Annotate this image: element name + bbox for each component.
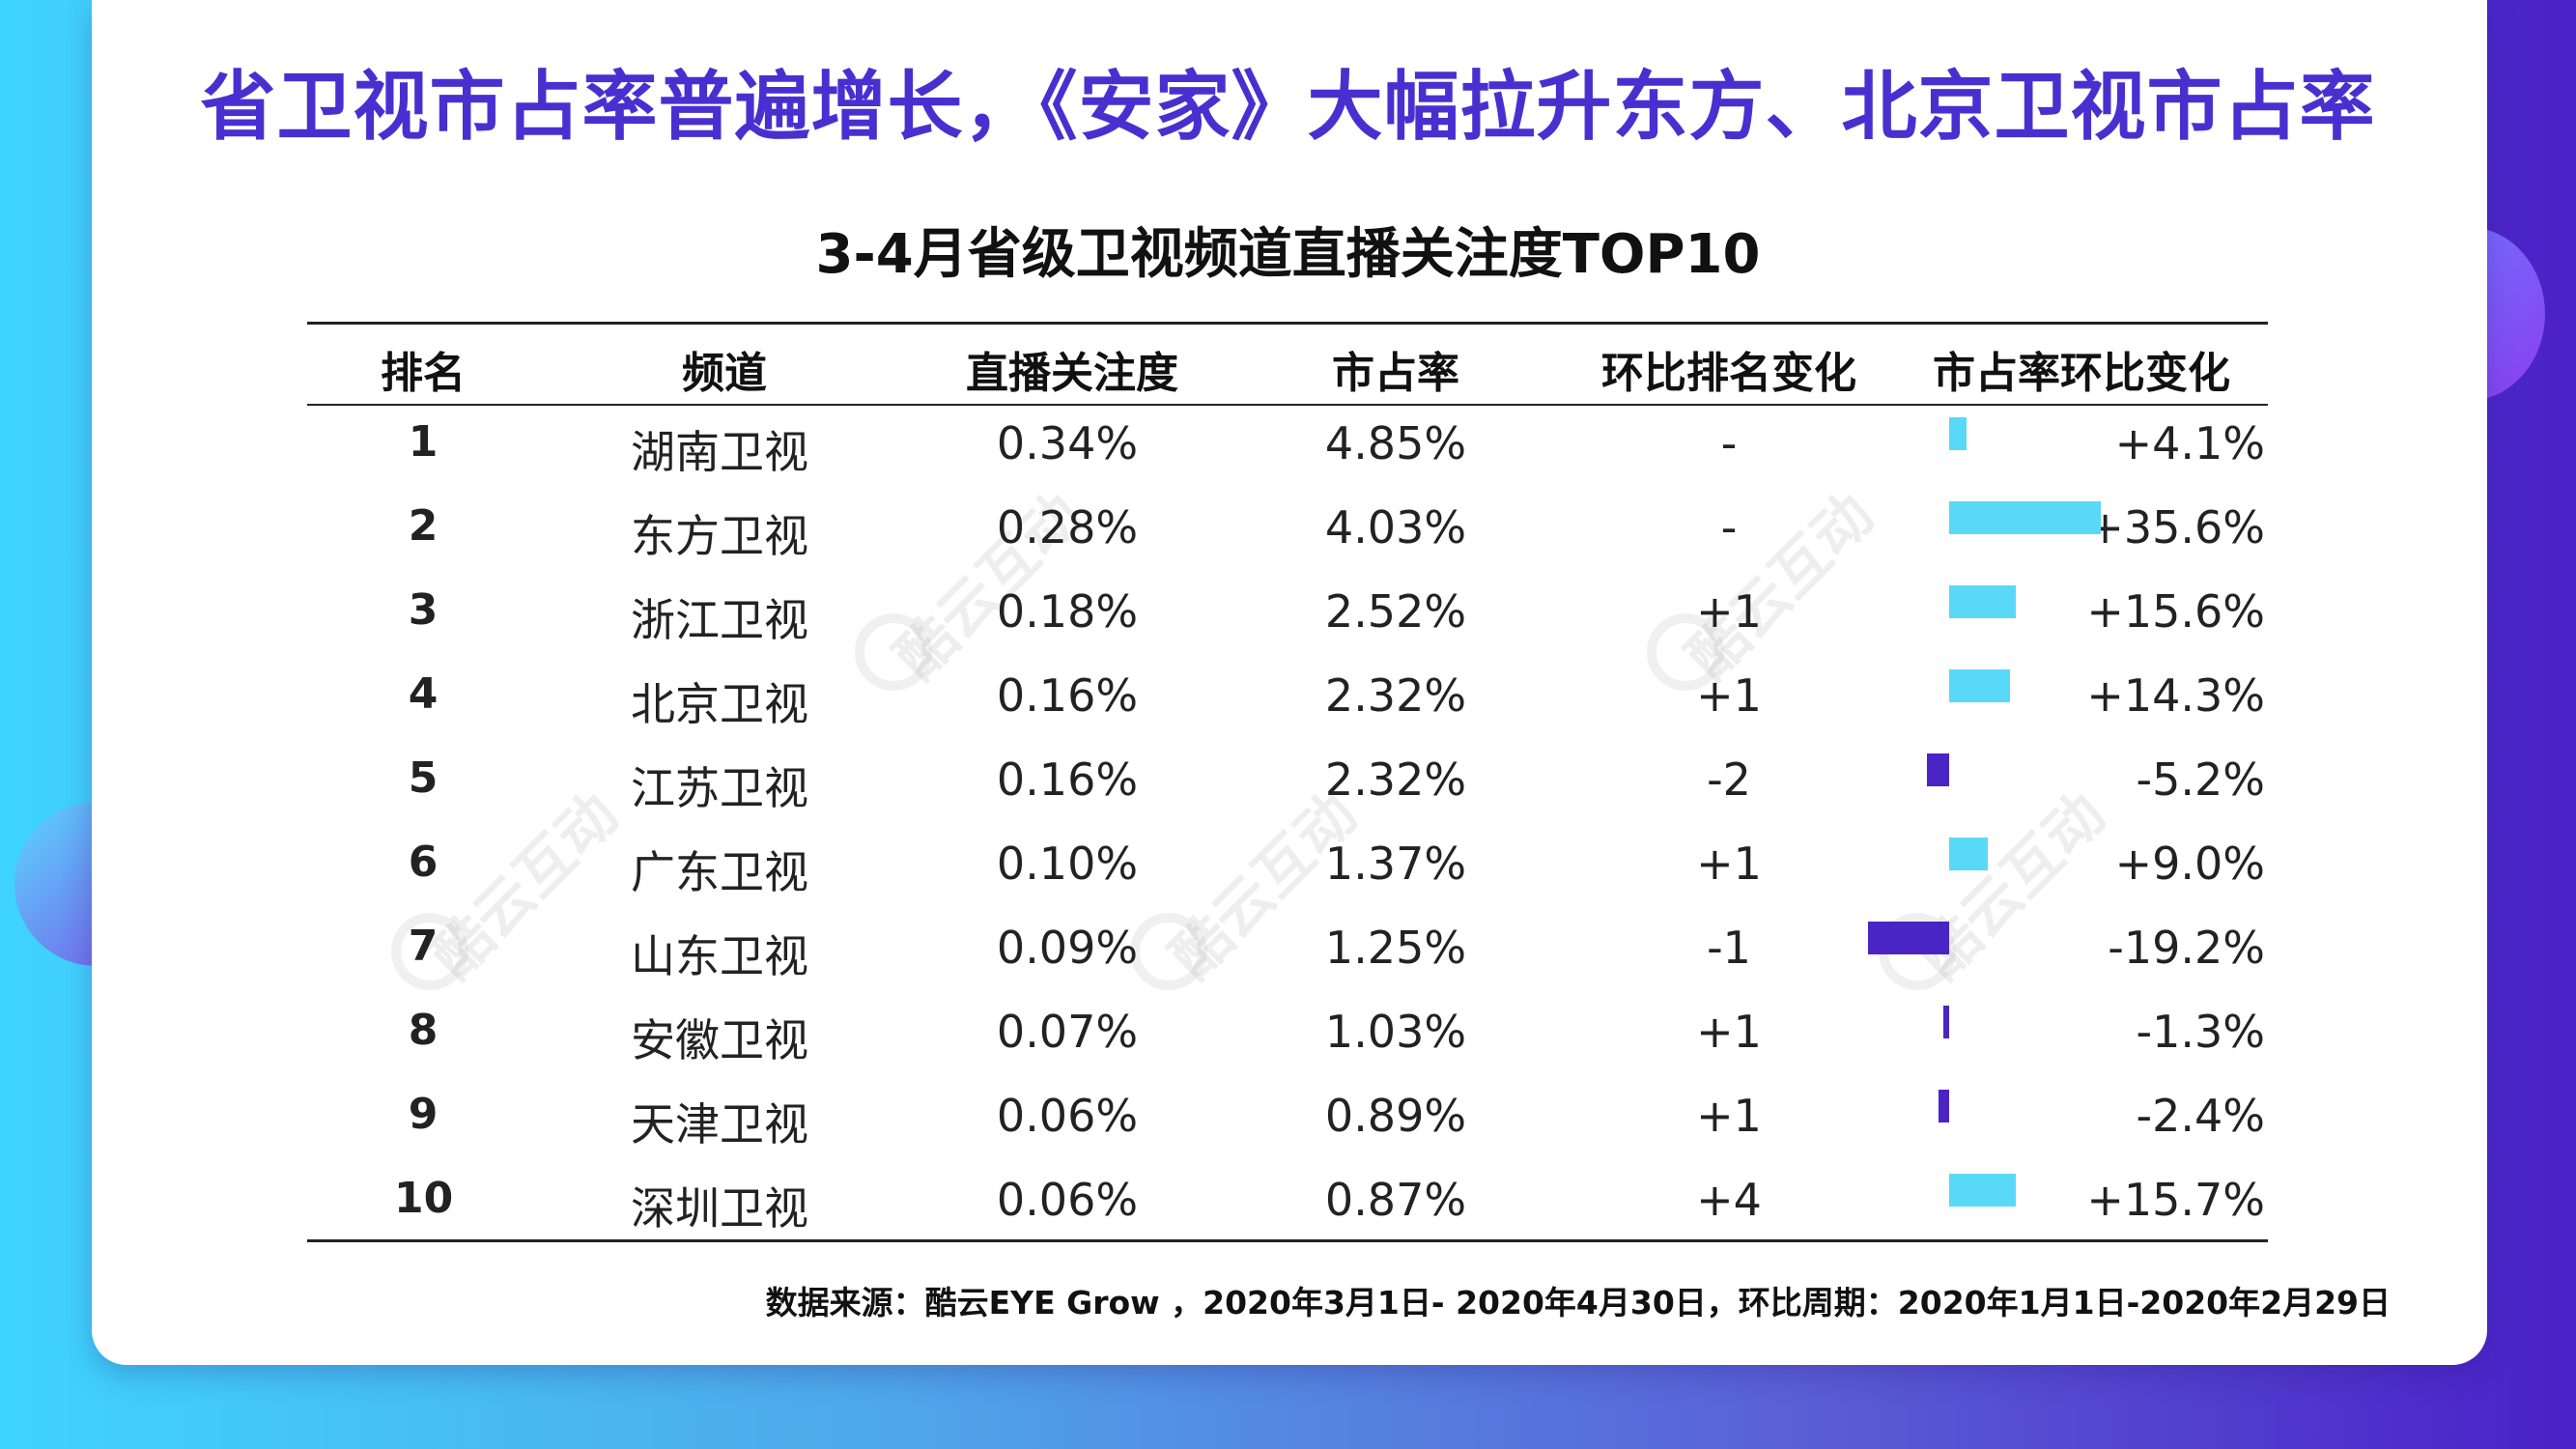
attention-cell: 0.34% bbox=[996, 417, 1139, 469]
share-change-label: +9.0% bbox=[2114, 838, 2265, 890]
rank-cell: 3 bbox=[408, 585, 439, 635]
page-title: 省卫视市占率普遍增长，《安家》大幅拉升东方、北京卫视市占率 bbox=[200, 64, 2376, 151]
attention-cell: 0.06% bbox=[996, 1174, 1139, 1226]
attention-cell: 0.28% bbox=[996, 501, 1139, 554]
header-rank-change: 环比排名变化 bbox=[1601, 349, 1856, 398]
share-cell: 2.32% bbox=[1324, 669, 1467, 722]
share-change-label: -2.4% bbox=[2136, 1090, 2265, 1142]
header-attention: 直播关注度 bbox=[966, 349, 1178, 398]
channel-cell: 天津卫视 bbox=[631, 1098, 808, 1151]
rank-cell: 5 bbox=[408, 753, 439, 803]
share-change-bar bbox=[1949, 1174, 2017, 1207]
header-channel: 频道 bbox=[682, 349, 767, 398]
share-change-bar bbox=[1939, 1090, 1949, 1122]
channel-cell: 广东卫视 bbox=[631, 846, 808, 898]
share-change-label: +14.3% bbox=[2086, 669, 2265, 722]
rank-cell: 7 bbox=[408, 922, 439, 971]
channel-cell: 深圳卫视 bbox=[631, 1182, 808, 1235]
channel-cell: 湖南卫视 bbox=[631, 426, 808, 478]
channel-cell: 北京卫视 bbox=[631, 678, 808, 730]
share-change-label: +15.6% bbox=[2086, 585, 2265, 638]
chart-title: 3-4月省级卫视频道直播关注度TOP10 bbox=[815, 223, 1761, 286]
share-cell: 0.87% bbox=[1324, 1174, 1467, 1226]
share-change-bar bbox=[1927, 753, 1949, 786]
share-change-bar bbox=[1943, 1006, 1949, 1038]
share-cell: 4.85% bbox=[1324, 417, 1467, 469]
share-change-bar bbox=[1949, 838, 1988, 870]
channel-cell: 东方卫视 bbox=[631, 510, 808, 562]
rank-change-cell: +1 bbox=[1696, 1090, 1762, 1142]
header-share: 市占率 bbox=[1332, 349, 1459, 398]
rank-cell: 10 bbox=[394, 1174, 454, 1223]
table-header-rule bbox=[307, 404, 2268, 406]
rank-change-cell: +1 bbox=[1696, 585, 1762, 638]
source-note: 数据来源：酷云EYE Grow ，2020年3月1日- 2020年4月30日，环… bbox=[765, 1284, 2391, 1321]
rank-change-cell: +1 bbox=[1696, 838, 1762, 890]
share-change-label: +35.6% bbox=[2086, 501, 2265, 554]
watermark-logo-icon bbox=[1130, 913, 1207, 990]
rank-change-cell: -2 bbox=[1707, 753, 1751, 806]
share-cell: 4.03% bbox=[1324, 501, 1467, 554]
rank-change-cell: -1 bbox=[1707, 922, 1751, 974]
attention-cell: 0.10% bbox=[996, 838, 1139, 890]
rank-cell: 8 bbox=[408, 1006, 439, 1055]
rank-cell: 4 bbox=[408, 669, 439, 719]
share-cell: 1.37% bbox=[1324, 838, 1467, 890]
channel-cell: 安徽卫视 bbox=[631, 1014, 808, 1066]
header-rank: 排名 bbox=[381, 349, 466, 398]
share-change-label: +15.7% bbox=[2086, 1174, 2265, 1226]
rank-change-cell: - bbox=[1720, 417, 1738, 469]
header-share-change: 市占率环比变化 bbox=[1933, 349, 2230, 398]
attention-cell: 0.09% bbox=[996, 922, 1139, 974]
share-cell: 1.25% bbox=[1324, 922, 1467, 974]
rank-change-cell: +4 bbox=[1696, 1174, 1762, 1226]
attention-cell: 0.16% bbox=[996, 753, 1139, 806]
watermark-logo-icon bbox=[391, 913, 468, 990]
share-cell: 2.32% bbox=[1324, 753, 1467, 806]
rank-cell: 2 bbox=[408, 501, 439, 551]
table-bottom-rule bbox=[307, 1239, 2268, 1242]
share-change-label: -19.2% bbox=[2108, 922, 2265, 974]
attention-cell: 0.07% bbox=[996, 1006, 1139, 1058]
rank-change-cell: +1 bbox=[1696, 669, 1762, 722]
attention-cell: 0.06% bbox=[996, 1090, 1139, 1142]
share-change-bar bbox=[1867, 922, 1949, 954]
share-change-label: +4.1% bbox=[2114, 417, 2265, 469]
share-cell: 1.03% bbox=[1324, 1006, 1467, 1058]
watermark-logo-icon bbox=[1647, 613, 1724, 691]
share-change-bar bbox=[1949, 501, 2101, 534]
share-cell: 0.89% bbox=[1324, 1090, 1467, 1142]
share-change-bar bbox=[1949, 669, 2010, 702]
watermark-logo-icon bbox=[855, 613, 932, 691]
rank-change-cell: - bbox=[1720, 501, 1738, 554]
channel-cell: 浙江卫视 bbox=[631, 594, 808, 646]
share-change-bar bbox=[1949, 417, 1967, 450]
attention-cell: 0.16% bbox=[996, 669, 1139, 722]
table-top-rule bbox=[307, 322, 2268, 325]
rank-cell: 9 bbox=[408, 1090, 439, 1139]
share-change-bar bbox=[1949, 585, 2016, 618]
rank-cell: 6 bbox=[408, 838, 439, 887]
rank-cell: 1 bbox=[408, 417, 439, 467]
channel-cell: 江苏卫视 bbox=[631, 762, 808, 814]
share-change-label: -1.3% bbox=[2136, 1006, 2265, 1058]
channel-cell: 山东卫视 bbox=[631, 930, 808, 982]
share-change-label: -5.2% bbox=[2136, 753, 2265, 806]
share-cell: 2.52% bbox=[1324, 585, 1467, 638]
rank-change-cell: +1 bbox=[1696, 1006, 1762, 1058]
content-card bbox=[92, 0, 2487, 1365]
attention-cell: 0.18% bbox=[996, 585, 1139, 638]
